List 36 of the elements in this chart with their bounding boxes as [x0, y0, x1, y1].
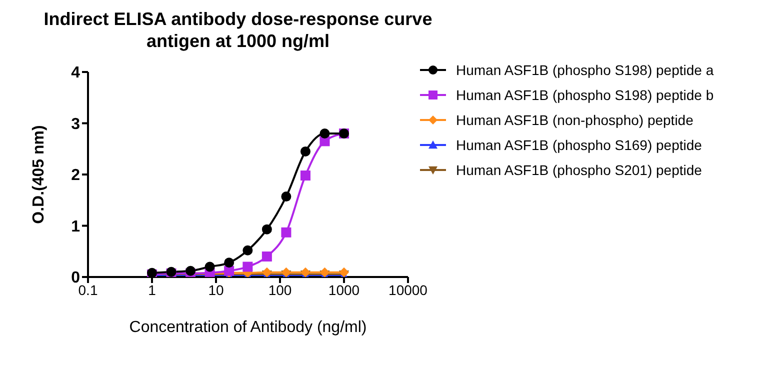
- y-tick-label: 2: [71, 167, 80, 184]
- legend-label: Human ASF1B (phospho S198) peptide b: [456, 86, 714, 102]
- y-tick-label: 4: [71, 64, 80, 82]
- legend-label: Human ASF1B (phospho S201) peptide: [456, 162, 702, 178]
- x-tick-label: 10000: [388, 282, 428, 298]
- point: [186, 266, 196, 276]
- point: [320, 128, 330, 138]
- legend-label: Human ASF1B (phospho S169) peptide: [456, 136, 702, 152]
- point: [224, 258, 234, 268]
- point: [300, 146, 310, 156]
- legend-label: Human ASF1B (non-phospho) peptide: [456, 112, 694, 128]
- point: [281, 227, 292, 238]
- y-tick-label: 1: [71, 218, 80, 236]
- point: [339, 267, 349, 277]
- legend-label: Human ASF1B (phospho S198) peptide a: [456, 62, 714, 78]
- y-tick-label: 0: [71, 270, 80, 287]
- chart-title: Indirect ELISA antibody dose-response curve antigen at 1000 ng/ml: [42, 8, 434, 52]
- x-tick-label: 100: [268, 282, 292, 298]
- point: [300, 267, 310, 277]
- point: [262, 224, 272, 234]
- y-axis-title: O.D.(405 nm): [30, 125, 48, 224]
- point: [204, 262, 215, 272]
- x-tick-label: 1: [148, 282, 156, 298]
- point: [262, 267, 272, 277]
- y-tick-label: 3: [71, 116, 80, 133]
- point: [320, 267, 330, 277]
- point: [242, 245, 253, 256]
- x-tick-label: 10: [208, 282, 224, 298]
- x-tick-label: 1000: [328, 282, 360, 298]
- point: [281, 267, 292, 277]
- x-axis-title: Concentration of Antibody (ng/ml): [129, 319, 367, 336]
- point: [242, 262, 253, 272]
- point: [281, 192, 292, 202]
- point: [262, 252, 272, 262]
- x-tick-label: 0.1: [78, 282, 98, 298]
- point: [300, 170, 310, 181]
